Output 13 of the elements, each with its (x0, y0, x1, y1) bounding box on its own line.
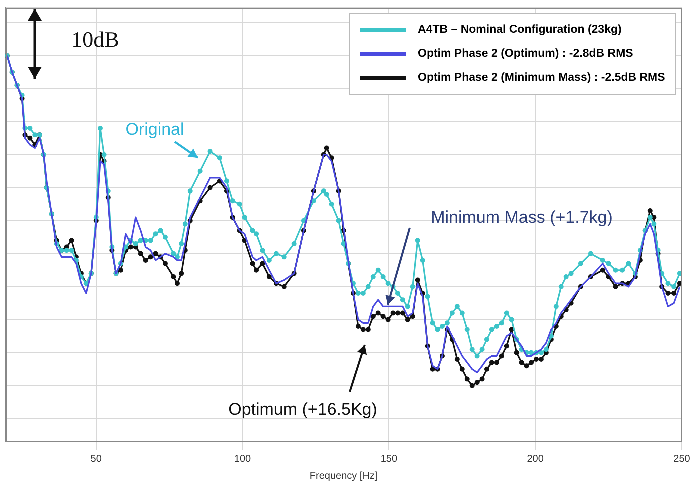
x-tick-label: 50 (90, 454, 102, 465)
annotation: Original (126, 120, 184, 140)
legend-label: A4TB – Nominal Configuration (23kg) (418, 24, 622, 36)
text: 10dB (72, 27, 120, 53)
annotation: Minimum Mass (+1.7kg) (431, 208, 613, 228)
x-tick-label: 250 (674, 454, 691, 465)
x-axis-title: Frequency [Hz] (310, 470, 378, 482)
x-tick-label: 100 (234, 454, 252, 465)
x-tick-label: 150 (380, 454, 398, 465)
text: Optimum (+16.5Kg) (228, 400, 378, 420)
legend-label: Optim Phase 2 (Optimum) : -2.8dB RMS (418, 48, 634, 60)
x-tick-label: 200 (527, 454, 544, 465)
legend-label: Optim Phase 2 (Minimum Mass) : -2.5dB RMS (418, 72, 666, 84)
